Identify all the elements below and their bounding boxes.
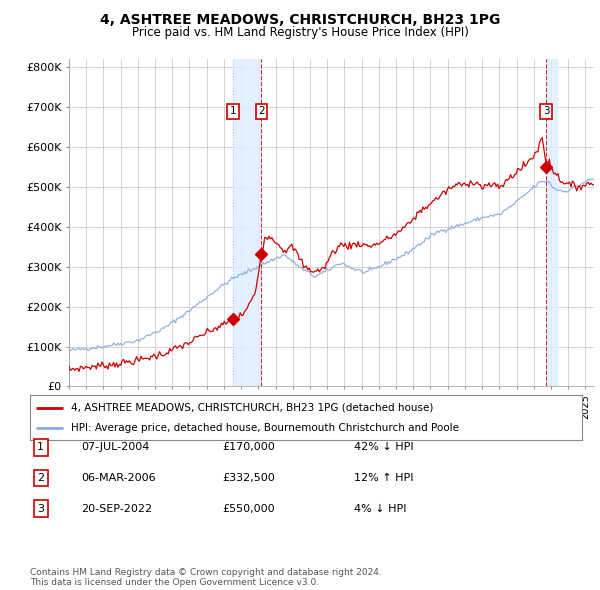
- Text: 07-JUL-2004: 07-JUL-2004: [81, 442, 149, 452]
- Text: 1: 1: [230, 106, 236, 116]
- Text: 4% ↓ HPI: 4% ↓ HPI: [354, 504, 407, 513]
- Text: £332,500: £332,500: [222, 473, 275, 483]
- Bar: [546, 59, 557, 386]
- Text: 3: 3: [37, 504, 44, 513]
- Text: 3: 3: [543, 106, 550, 116]
- Text: 06-MAR-2006: 06-MAR-2006: [81, 473, 155, 483]
- Text: 4, ASHTREE MEADOWS, CHRISTCHURCH, BH23 1PG: 4, ASHTREE MEADOWS, CHRISTCHURCH, BH23 1…: [100, 13, 500, 27]
- Text: 1: 1: [37, 442, 44, 452]
- Text: Contains HM Land Registry data © Crown copyright and database right 2024.
This d: Contains HM Land Registry data © Crown c…: [30, 568, 382, 587]
- Text: £550,000: £550,000: [222, 504, 275, 513]
- Text: HPI: Average price, detached house, Bournemouth Christchurch and Poole: HPI: Average price, detached house, Bour…: [71, 424, 460, 434]
- Text: £170,000: £170,000: [222, 442, 275, 452]
- Text: 12% ↑ HPI: 12% ↑ HPI: [354, 473, 413, 483]
- Text: 42% ↓ HPI: 42% ↓ HPI: [354, 442, 413, 452]
- Text: 2: 2: [37, 473, 44, 483]
- Bar: [233, 59, 262, 386]
- Text: 4, ASHTREE MEADOWS, CHRISTCHURCH, BH23 1PG (detached house): 4, ASHTREE MEADOWS, CHRISTCHURCH, BH23 1…: [71, 403, 434, 412]
- Text: 2: 2: [258, 106, 265, 116]
- Text: 20-SEP-2022: 20-SEP-2022: [81, 504, 152, 513]
- Text: Price paid vs. HM Land Registry's House Price Index (HPI): Price paid vs. HM Land Registry's House …: [131, 26, 469, 39]
